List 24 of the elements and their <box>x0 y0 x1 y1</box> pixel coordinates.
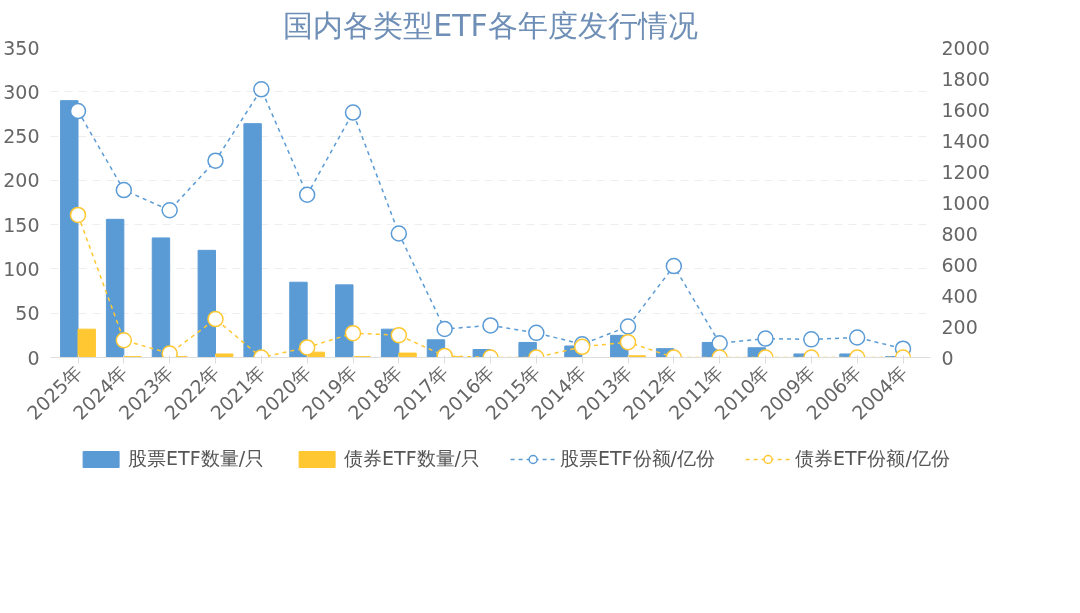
y2-tick-label: 1400 <box>941 129 990 152</box>
y2-tick-label: 1000 <box>941 191 990 214</box>
y2-tick-label: 200 <box>941 315 978 338</box>
y2-tick-label: 1200 <box>941 160 990 183</box>
y2-tick-label: 0 <box>941 346 954 369</box>
legend-label: 股票ETF数量/只 <box>128 446 265 471</box>
y2-tick-label: 600 <box>941 253 978 276</box>
y-tick-label: 50 <box>15 302 40 325</box>
y-tick-label: 350 <box>3 36 40 59</box>
y-tick-label: 150 <box>3 213 40 236</box>
legend-label: 债券ETF份额/亿份 <box>794 446 950 471</box>
y2-tick-label: 400 <box>941 284 978 307</box>
y-tick-label: 250 <box>3 125 40 148</box>
y-tick-label: 200 <box>3 169 40 192</box>
y2-tick-label: 2000 <box>941 36 990 59</box>
chart-title: 国内各类型ETF各年度发行情况 <box>283 7 698 43</box>
legend-label: 股票ETF份额/亿份 <box>560 446 715 471</box>
y2-tick-label: 1600 <box>941 98 990 121</box>
y2-tick-label: 1800 <box>941 67 990 90</box>
y-tick-label: 100 <box>3 257 40 280</box>
y-tick-label: 300 <box>3 80 40 103</box>
y2-tick-label: 800 <box>941 222 978 245</box>
legend-label: 债券ETF数量/只 <box>344 446 480 471</box>
y-tick-label: 0 <box>27 346 40 369</box>
